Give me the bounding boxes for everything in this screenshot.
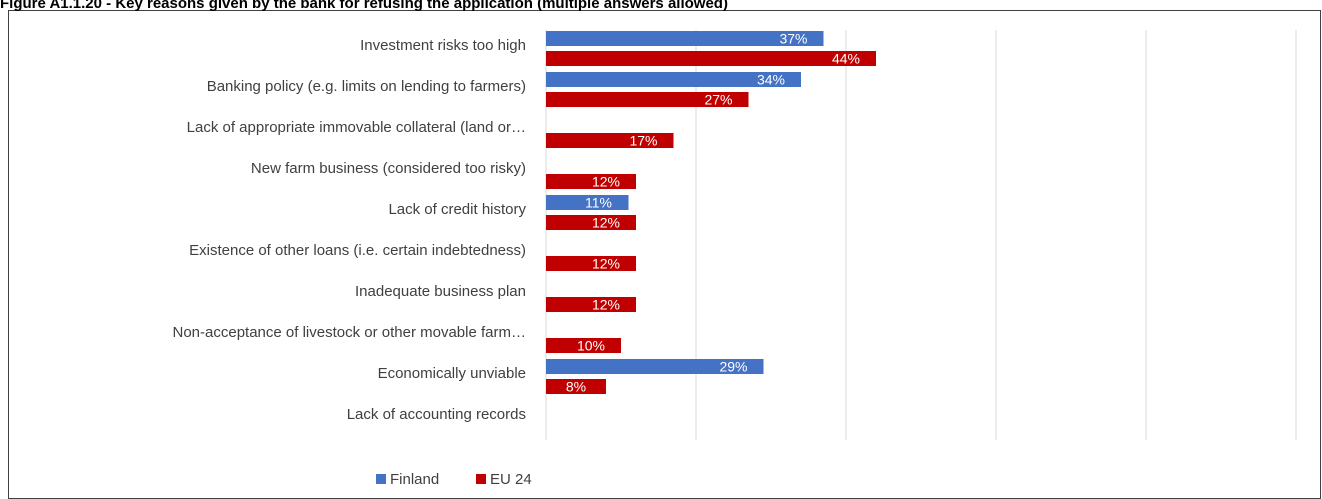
value-label: 44% bbox=[832, 51, 860, 67]
chart-frame bbox=[8, 10, 1321, 499]
value-label: 37% bbox=[779, 31, 807, 47]
bar bbox=[546, 256, 636, 271]
value-label: 11% bbox=[585, 195, 612, 211]
value-label: 12% bbox=[592, 297, 620, 313]
value-label: 8% bbox=[566, 379, 586, 395]
y-tick-label: Lack of accounting records bbox=[347, 406, 526, 423]
y-tick-label: Inadequate business plan bbox=[355, 283, 526, 300]
bar bbox=[546, 338, 621, 353]
y-tick-label: Lack of appropriate immovable collateral… bbox=[187, 119, 526, 136]
bar bbox=[546, 133, 674, 148]
bar bbox=[546, 215, 636, 230]
legend-label: Finland bbox=[390, 471, 439, 488]
value-label: 12% bbox=[592, 174, 620, 190]
value-label: 10% bbox=[577, 338, 605, 354]
bar bbox=[546, 92, 749, 107]
value-label: 34% bbox=[757, 72, 785, 88]
bar bbox=[546, 51, 876, 66]
y-tick-label: Existence of other loans (i.e. certain i… bbox=[189, 242, 526, 259]
legend-label: EU 24 bbox=[490, 471, 532, 488]
y-tick-label: Investment risks too high bbox=[360, 37, 526, 54]
bar bbox=[546, 379, 606, 394]
value-label: 12% bbox=[592, 215, 620, 231]
y-tick-label: Economically unviable bbox=[378, 365, 526, 382]
value-label: 17% bbox=[629, 133, 657, 149]
legend-swatch bbox=[376, 474, 386, 484]
value-label: 12% bbox=[592, 256, 620, 272]
bar bbox=[546, 359, 764, 374]
y-tick-label: New farm business (considered too risky) bbox=[251, 160, 526, 177]
bar bbox=[546, 174, 636, 189]
y-tick-label: Lack of credit history bbox=[388, 201, 526, 218]
chart-title: Figure A1.1.20 - Key reasons given by th… bbox=[0, 0, 728, 12]
value-label: 29% bbox=[719, 359, 747, 375]
bar bbox=[546, 195, 629, 210]
legend-swatch bbox=[476, 474, 486, 484]
value-label: 27% bbox=[704, 92, 732, 108]
bar bbox=[546, 31, 824, 46]
y-tick-label: Non-acceptance of livestock or other mov… bbox=[173, 324, 527, 341]
bar bbox=[546, 72, 801, 87]
y-tick-label: Banking policy (e.g. limits on lending t… bbox=[207, 78, 526, 95]
bar bbox=[546, 297, 636, 312]
